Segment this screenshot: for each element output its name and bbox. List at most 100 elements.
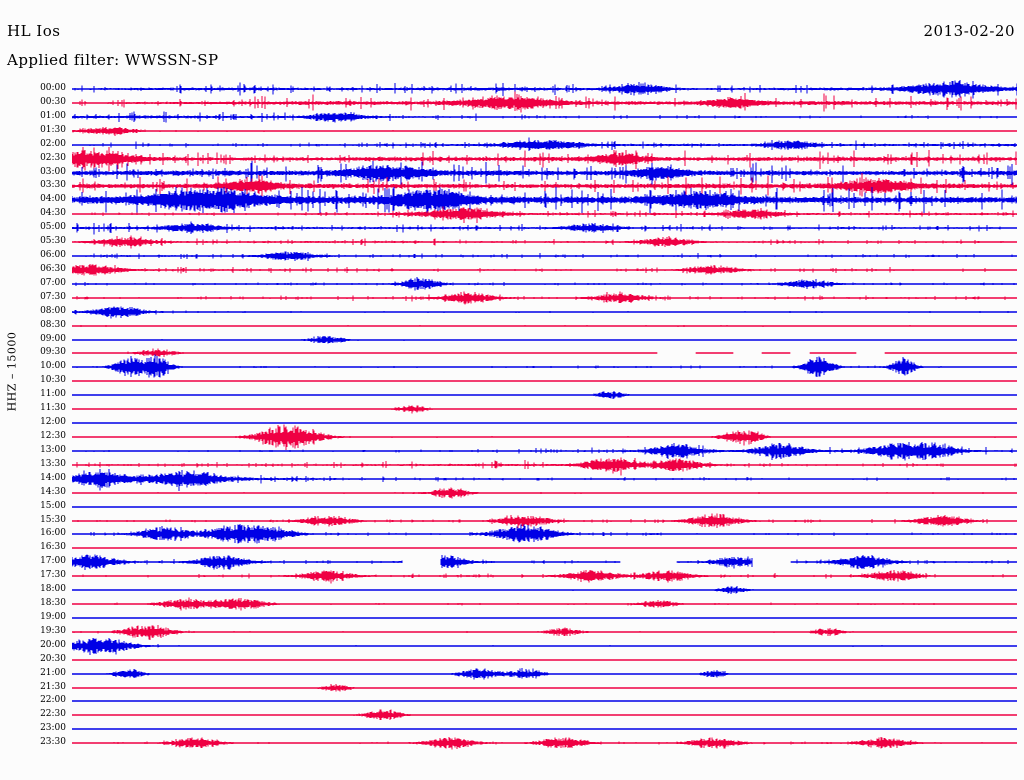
trace-waveform bbox=[72, 554, 1017, 571]
trace-row-time-label: 04:30 bbox=[40, 208, 66, 219]
trace-waveform bbox=[72, 221, 1017, 235]
trace-waveform bbox=[72, 206, 1017, 224]
trace-row-time-label: 18:30 bbox=[40, 598, 66, 609]
trace-waveform bbox=[72, 683, 1017, 692]
trace-row-time-label: 13:00 bbox=[40, 444, 66, 455]
trace-row: 02:00 bbox=[0, 136, 1024, 154]
trace-waveform bbox=[72, 405, 1017, 414]
trace-row: 08:30 bbox=[0, 320, 1024, 335]
trace-waveform bbox=[72, 173, 1017, 199]
trace-row-time-label: 15:30 bbox=[40, 514, 66, 525]
trace-row-time-label: 16:30 bbox=[40, 542, 66, 553]
trace-row: 13:30 bbox=[0, 457, 1024, 476]
trace-waveform bbox=[72, 91, 1017, 113]
trace-row-time-label: 14:30 bbox=[40, 486, 66, 497]
station-title: HL Ios bbox=[7, 22, 61, 40]
trace-row: 14:00 bbox=[0, 468, 1024, 491]
trace-row: 01:00 bbox=[0, 111, 1024, 126]
trace-row-time-label: 06:30 bbox=[40, 263, 66, 274]
trace-waveform bbox=[72, 524, 1017, 544]
trace-waveform bbox=[72, 547, 1017, 550]
trace-row-time-label: 21:00 bbox=[40, 667, 66, 678]
trace-row-time-label: 16:00 bbox=[40, 528, 66, 539]
trace-row-time-label: 05:00 bbox=[40, 222, 66, 233]
trace-row-time-label: 12:00 bbox=[40, 417, 66, 428]
trace-row: 03:00 bbox=[0, 160, 1024, 186]
trace-row-time-label: 06:00 bbox=[40, 250, 66, 261]
trace-row-time-label: 17:30 bbox=[40, 570, 66, 581]
trace-waveform bbox=[72, 737, 1017, 750]
trace-waveform bbox=[72, 160, 1017, 186]
trace-row: 13:00 bbox=[0, 441, 1024, 461]
trace-waveform bbox=[72, 505, 1017, 508]
trace-waveform bbox=[72, 380, 1017, 383]
trace-row-time-label: 09:30 bbox=[40, 347, 66, 358]
trace-row: 21:30 bbox=[0, 682, 1024, 697]
trace-waveform bbox=[72, 136, 1017, 151]
trace-row: 00:30 bbox=[0, 91, 1024, 113]
trace-row: 10:30 bbox=[0, 376, 1024, 390]
trace-row-time-label: 05:30 bbox=[40, 236, 66, 247]
trace-row-time-label: 00:30 bbox=[40, 96, 66, 107]
trace-waveform bbox=[72, 513, 1017, 528]
trace-waveform bbox=[72, 187, 1017, 214]
trace-waveform bbox=[72, 728, 1017, 731]
trace-row-time-label: 10:00 bbox=[40, 361, 66, 372]
trace-waveform bbox=[72, 570, 1017, 584]
trace-row-time-label: 18:00 bbox=[40, 584, 66, 595]
trace-row-time-label: 22:00 bbox=[40, 695, 66, 706]
trace-row-time-label: 10:30 bbox=[40, 375, 66, 386]
trace-waveform bbox=[72, 349, 1017, 358]
trace-row: 04:00 bbox=[0, 187, 1024, 214]
trace-row-time-label: 20:00 bbox=[40, 639, 66, 650]
trace-row-time-label: 09:00 bbox=[40, 333, 66, 344]
trace-row: 20:30 bbox=[0, 653, 1024, 669]
trace-waveform bbox=[72, 457, 1017, 476]
trace-area: 00:00 00:30 01:00 01:30 02:00 02:30 03:00 03:30… bbox=[0, 79, 1024, 770]
trace-waveform bbox=[72, 263, 1017, 276]
trace-row: 08:00 bbox=[0, 305, 1024, 321]
trace-row: 06:30 bbox=[0, 263, 1024, 279]
trace-row-time-label: 03:30 bbox=[40, 180, 66, 191]
trace-row: 00:00 bbox=[0, 79, 1024, 99]
trace-row: 09:00 bbox=[0, 333, 1024, 349]
trace-waveform bbox=[72, 355, 1017, 379]
trace-row: 03:30 bbox=[0, 173, 1024, 199]
trace-waveform bbox=[72, 667, 1017, 680]
trace-waveform bbox=[72, 235, 1017, 249]
trace-waveform bbox=[72, 710, 1017, 721]
trace-row: 19:00 bbox=[0, 611, 1024, 627]
trace-waveform bbox=[72, 487, 1017, 499]
trace-row-time-label: 23:00 bbox=[40, 723, 66, 734]
trace-row: 15:30 bbox=[0, 513, 1024, 530]
trace-row-time-label: 12:30 bbox=[40, 431, 66, 441]
trace-waveform bbox=[72, 306, 1017, 319]
trace-row-time-label: 11:00 bbox=[40, 389, 66, 400]
trace-row: 12:30 bbox=[0, 424, 1024, 450]
trace-row-time-label: 02:00 bbox=[40, 138, 66, 149]
trace-row: 11:00 bbox=[0, 390, 1024, 404]
trace-row-time-label: 23:30 bbox=[40, 737, 66, 748]
trace-row-time-label: 17:00 bbox=[40, 556, 66, 567]
trace-row-time-label: 20:30 bbox=[40, 653, 66, 664]
trace-row: 07:00 bbox=[0, 276, 1024, 293]
trace-waveform bbox=[72, 391, 1017, 400]
trace-waveform bbox=[72, 625, 1017, 640]
trace-waveform bbox=[72, 468, 1017, 491]
trace-row: 23:00 bbox=[0, 724, 1024, 738]
trace-row: 19:30 bbox=[0, 625, 1024, 641]
trace-waveform bbox=[72, 617, 1017, 619]
trace-waveform bbox=[72, 424, 1017, 450]
trace-waveform bbox=[72, 126, 1017, 136]
trace-row-time-label: 15:00 bbox=[40, 500, 66, 511]
trace-waveform bbox=[72, 291, 1017, 305]
trace-row: 01:30 bbox=[0, 125, 1024, 140]
trace-waveform bbox=[72, 276, 1017, 291]
trace-row: 04:30 bbox=[0, 206, 1024, 224]
trace-row-time-label: 19:00 bbox=[40, 611, 66, 622]
trace-row-time-label: 22:30 bbox=[40, 709, 66, 720]
trace-row: 18:30 bbox=[0, 597, 1024, 613]
trace-row-time-label: 08:00 bbox=[40, 305, 66, 316]
trace-row: 17:00 bbox=[0, 554, 1024, 571]
trace-row: 09:30 bbox=[0, 348, 1024, 362]
